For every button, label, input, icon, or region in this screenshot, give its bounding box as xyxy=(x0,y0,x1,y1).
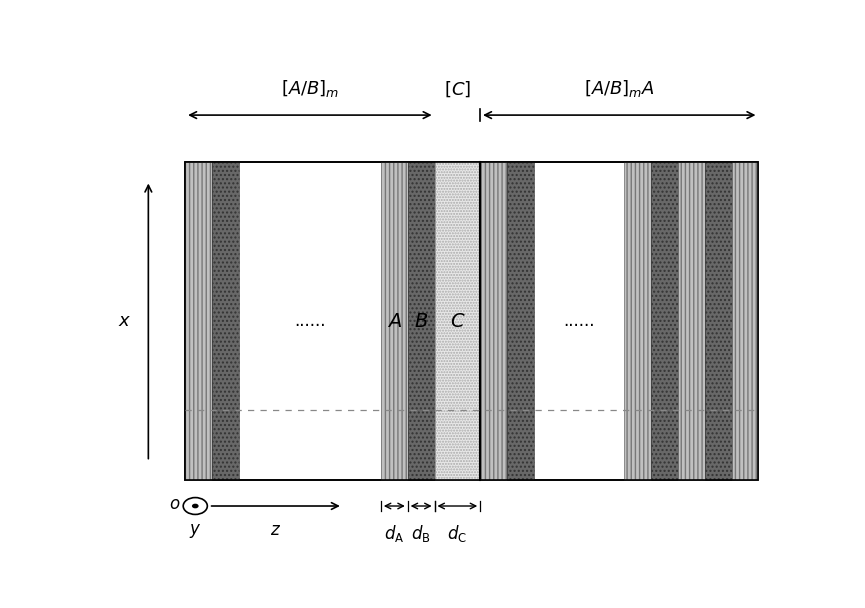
Bar xyxy=(705,162,732,480)
Text: $d_{\rm C}$: $d_{\rm C}$ xyxy=(447,523,467,544)
Bar xyxy=(381,162,407,480)
Bar xyxy=(212,162,239,480)
Circle shape xyxy=(183,497,208,514)
Text: ......: ...... xyxy=(563,312,595,330)
Text: $A$: $A$ xyxy=(387,311,402,331)
Bar xyxy=(480,162,507,480)
Text: $d_{\rm B}$: $d_{\rm B}$ xyxy=(411,523,431,544)
Text: $d_{\rm A}$: $d_{\rm A}$ xyxy=(384,523,405,544)
Bar xyxy=(185,162,212,480)
Bar xyxy=(434,162,480,480)
Bar xyxy=(651,162,678,480)
Text: $x$: $x$ xyxy=(119,312,131,330)
Text: $B$: $B$ xyxy=(414,311,428,331)
Bar xyxy=(732,162,759,480)
Text: $[A/B]_m A$: $[A/B]_m A$ xyxy=(584,78,655,98)
Bar xyxy=(185,162,212,480)
Text: $C$: $C$ xyxy=(450,311,465,331)
Bar xyxy=(480,162,507,480)
Text: $y$: $y$ xyxy=(189,522,202,541)
Bar xyxy=(185,162,759,480)
Bar xyxy=(407,162,434,480)
Bar xyxy=(625,162,651,480)
Text: $[A/B]_m$: $[A/B]_m$ xyxy=(280,78,339,98)
Bar xyxy=(625,162,651,480)
Bar xyxy=(678,162,705,480)
Bar xyxy=(507,162,534,480)
Bar xyxy=(381,162,407,480)
Bar xyxy=(212,162,239,480)
Bar xyxy=(678,162,705,480)
Text: $o$: $o$ xyxy=(170,495,181,513)
Text: ......: ...... xyxy=(294,312,325,330)
Bar xyxy=(732,162,759,480)
Bar xyxy=(434,162,480,480)
Text: $z$: $z$ xyxy=(270,521,281,539)
Bar xyxy=(407,162,434,480)
Bar xyxy=(705,162,732,480)
Text: $[C]$: $[C]$ xyxy=(444,79,471,98)
Bar xyxy=(651,162,678,480)
Circle shape xyxy=(192,503,199,508)
Bar xyxy=(185,162,759,480)
Bar xyxy=(507,162,534,480)
